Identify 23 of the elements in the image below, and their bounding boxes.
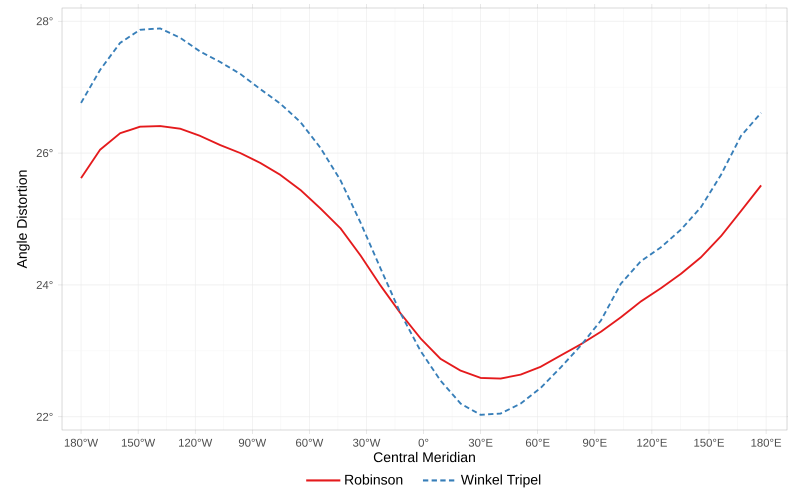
y-tick-label: 26° xyxy=(36,149,53,158)
x-tick-label: 60°E xyxy=(526,438,550,447)
y-tick-label: 22° xyxy=(36,412,53,421)
x-tick-label: 90°E xyxy=(582,438,607,447)
x-tick-label: 90°W xyxy=(238,438,266,447)
line-series xyxy=(80,28,762,416)
x-tick-label: 150°W xyxy=(122,438,156,447)
x-tick-label: 0° xyxy=(418,438,428,447)
line-series xyxy=(80,125,762,380)
y-tick-label: 28° xyxy=(36,17,53,26)
legend-label: Winkel Tripel xyxy=(460,474,540,488)
y-axis-title: Angle Distortion xyxy=(16,170,30,268)
x-tick-label: 30°W xyxy=(352,438,380,447)
y-tick-label: 24° xyxy=(36,280,53,289)
x-tick-label: 120°W xyxy=(178,438,212,447)
x-tick-label: 120°E xyxy=(637,438,667,447)
x-tick-label: 180°W xyxy=(64,438,98,447)
x-tick-label: 60°W xyxy=(296,438,324,447)
x-axis-title: Central Meridian xyxy=(374,452,475,462)
x-tick-label: 30°E xyxy=(468,438,492,447)
legend-label: Robinson xyxy=(345,474,402,485)
x-tick-label: 180°E xyxy=(751,438,782,447)
x-tick-label: 150°E xyxy=(694,438,724,447)
